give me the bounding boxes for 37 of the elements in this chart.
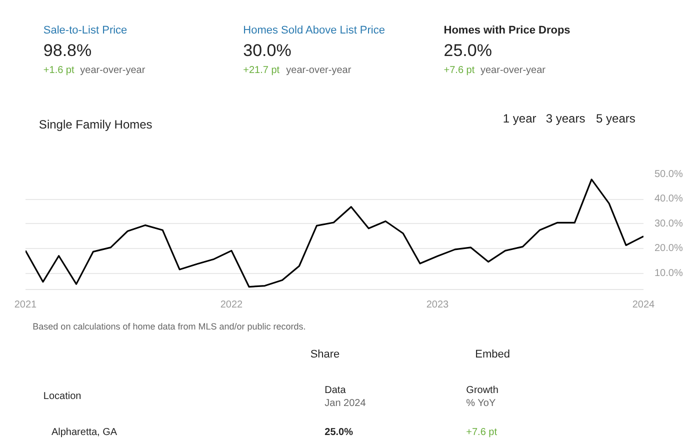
- text: Single Family Homes: [38, 118, 152, 132]
- y-tick-label: 50.0%: [654, 169, 683, 180]
- text: Sale-to-List Price: [43, 24, 128, 36]
- text: +7.6 pt: [444, 65, 475, 76]
- text: +1.6 pt: [43, 65, 74, 76]
- x-tick-label: 2023: [426, 300, 450, 310]
- text: year-over-year: [80, 65, 146, 76]
- text: 98.8%: [43, 41, 92, 60]
- text: Jan 2024: [324, 398, 366, 409]
- y-tick-label: 30.0%: [654, 218, 683, 230]
- text: Data: [324, 385, 346, 396]
- y-tick-label: 20.0%: [654, 243, 683, 254]
- y-tick-label: 10.0%: [654, 268, 683, 279]
- text: Homes Sold Above List Price: [243, 24, 386, 36]
- text: Share: [310, 348, 340, 360]
- text: 5 years: [596, 112, 636, 126]
- y-tick-label: 40.0%: [654, 194, 683, 205]
- text: Embed: [475, 348, 510, 360]
- text: Based on calculations of home data from MLS and/or public records.: [32, 322, 306, 332]
- x-tick-label: 2024: [632, 300, 656, 310]
- text: Alpharetta, GA: [51, 427, 118, 438]
- text: 1 year: [502, 112, 536, 126]
- text: % YoY: [466, 398, 496, 409]
- text: 3 years: [546, 112, 586, 126]
- text: 30.0%: [243, 41, 292, 60]
- text: Growth: [466, 385, 498, 396]
- text: year-over-year: [286, 65, 352, 76]
- text: 25.0%: [324, 427, 354, 438]
- text: +7.6 pt: [466, 427, 498, 438]
- text: 25.0%: [444, 41, 492, 60]
- text: year-over-year: [480, 65, 546, 76]
- chart-title: Homes with Price Drops: [444, 24, 570, 36]
- text: +21.7 pt: [243, 65, 280, 76]
- x-tick-label: 2022: [220, 300, 244, 310]
- x-tick-label: 2021: [14, 300, 38, 310]
- line-series: [26, 178, 644, 288]
- text: Location: [43, 391, 82, 402]
